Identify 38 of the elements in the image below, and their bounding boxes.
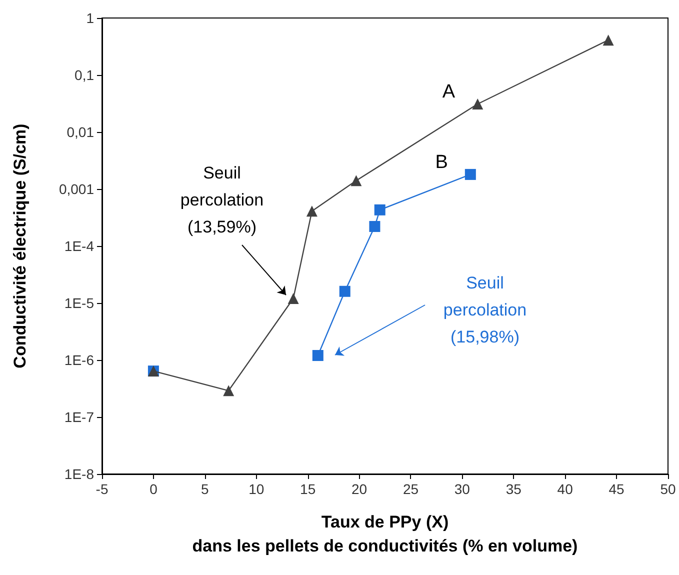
y-tick-label: 1E-5 (64, 295, 94, 311)
x-tick-label: 10 (248, 481, 264, 497)
point (602, 34, 614, 46)
y-tick-label: 0,01 (66, 124, 94, 140)
x-tick-label: 45 (608, 481, 625, 497)
x-tick-label: 15 (300, 481, 316, 497)
point (223, 385, 234, 396)
x-tick-label: 0 (150, 481, 158, 497)
point (472, 98, 484, 110)
y-tick-label: 0,1 (74, 67, 94, 83)
x-tick-label: 40 (557, 481, 574, 497)
point (350, 175, 362, 186)
y-tick-label: 0,001 (58, 181, 94, 197)
y-tick-label: 1 (86, 10, 94, 26)
y-tick-label: 1E-6 (64, 352, 94, 368)
point (464, 168, 476, 180)
series-label: A (442, 81, 456, 102)
x-tick-label: 5 (201, 481, 210, 497)
y-tick-label: 1E-7 (64, 409, 94, 425)
point (312, 350, 324, 361)
series-label: B (435, 152, 448, 173)
y-tick-label: 1E-8 (64, 466, 94, 482)
point (374, 204, 386, 216)
x-tick-label: 30 (454, 481, 470, 497)
point (306, 206, 318, 217)
point (288, 292, 299, 304)
annotation: Seuil percolation (15,98%) (443, 274, 527, 346)
y-tick-label: 1E-4 (64, 238, 94, 254)
x-tick-label: 50 (660, 481, 676, 497)
x-tick-label: 35 (506, 481, 522, 497)
y-axis-title: Conductivité électrique (S/cm) (10, 124, 30, 368)
x-tick-label: 25 (402, 481, 419, 497)
annotation: Seuil percolation (13,59%) (180, 164, 264, 236)
point (369, 220, 380, 232)
x-tick-label: -5 (96, 481, 108, 497)
point (339, 286, 350, 297)
x-axis-title: Taux de PPy (X) dans les pellets de conductivités (% en volume) (192, 512, 578, 556)
x-tick-label: 20 (351, 481, 368, 497)
